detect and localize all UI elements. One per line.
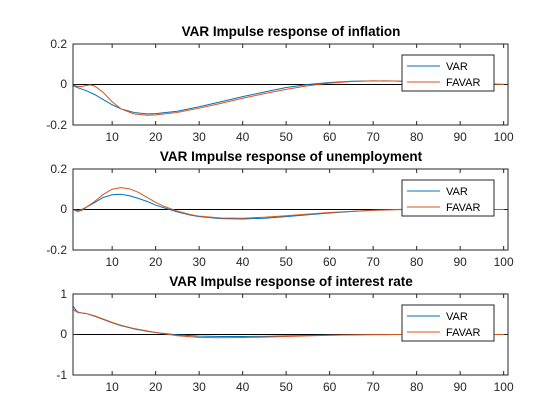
legend: VAR FAVAR [402,55,494,91]
x-tick-label: 80 [410,380,424,394]
x-tick-label: 20 [149,380,163,394]
x-tick-label: 50 [279,255,293,269]
x-tick-label: 30 [192,380,206,394]
legend: VAR FAVAR [402,180,494,216]
x-tick-label: 100 [494,380,514,394]
x-tick-label: 80 [410,130,424,144]
y-tick-label: 0 [60,202,67,216]
y-tick-label: 0 [60,77,67,91]
x-tick-label: 50 [279,380,293,394]
x-tick-label: 60 [323,255,337,269]
x-tick-label: 60 [323,130,337,144]
legend-label-favar: FAVAR [446,202,480,214]
x-tick-label: 10 [105,380,119,394]
x-tick-label: 40 [236,380,250,394]
x-tick-label: 40 [236,130,250,144]
y-tick-label: -0.2 [46,118,67,132]
legend-label-favar: FAVAR [446,77,480,89]
legend-label-favar: FAVAR [446,327,480,339]
y-tick-label: 1 [60,287,67,301]
chart-title: VAR Impulse response of inflation [182,24,401,39]
legend-label-var: VAR [446,311,468,323]
legend-label-var: VAR [446,186,468,198]
x-tick-label: 30 [192,130,206,144]
x-tick-label: 60 [323,380,337,394]
legend: VAR FAVAR [402,305,494,341]
x-tick-label: 50 [279,130,293,144]
chart-title: VAR Impulse response of unemployment [160,149,423,164]
y-tick-label: 0.2 [50,162,67,176]
x-tick-label: 20 [149,130,163,144]
x-tick-label: 30 [192,255,206,269]
chart-title: VAR Impulse response of interest rate [169,274,413,289]
x-tick-label: 100 [494,255,514,269]
x-tick-label: 90 [453,130,467,144]
y-tick-label: -1 [56,368,67,382]
x-tick-label: 70 [366,130,380,144]
y-tick-label: -0.2 [46,243,67,257]
y-tick-label: 0.2 [50,37,67,51]
x-tick-label: 40 [236,255,250,269]
x-tick-label: 10 [105,255,119,269]
x-tick-label: 90 [453,380,467,394]
x-tick-label: 90 [453,255,467,269]
x-tick-label: 70 [366,380,380,394]
x-tick-label: 100 [494,130,514,144]
x-tick-label: 80 [410,255,424,269]
x-tick-label: 10 [105,130,119,144]
x-tick-label: 70 [366,255,380,269]
legend-label-var: VAR [446,61,468,73]
y-tick-label: 0 [60,327,67,341]
x-tick-label: 20 [149,255,163,269]
